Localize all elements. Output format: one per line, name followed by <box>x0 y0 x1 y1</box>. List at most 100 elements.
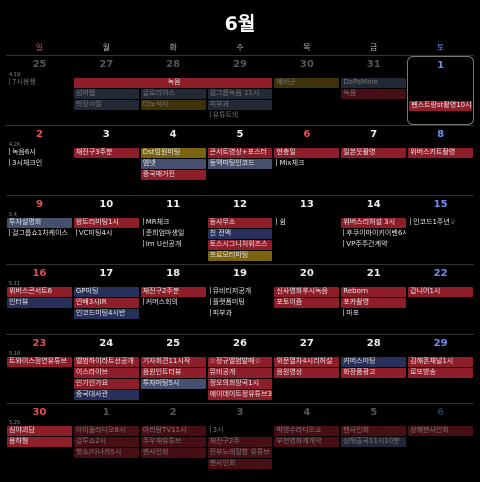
event-chip[interactable]: 글로리어스 <box>140 89 206 99</box>
event-chip[interactable]: 뮤비공개 <box>207 367 273 378</box>
event-chip[interactable]: GP미팅 <box>73 287 139 298</box>
event-chip[interactable]: 3시체크인 <box>7 159 72 169</box>
event-chip[interactable]: 용하형 <box>7 436 72 447</box>
event-chip[interactable]: 녹음 <box>341 89 407 99</box>
calendar-day[interactable]: 19 뮤비티저공개 플랫폼미팅 피부과 <box>207 265 274 333</box>
event-chip[interactable]: 트와이스정연유튜브 <box>7 356 72 367</box>
event-chip[interactable]: 걸그룹녹음 11시 <box>207 89 273 99</box>
event-chip[interactable]: 엠넷 <box>140 159 206 170</box>
calendar-day[interactable]: 2 아리랑TV11시 주우재유튜브 팬사인회 <box>140 404 207 472</box>
event-chip[interactable]: 박명수라디오쇼 <box>274 425 340 436</box>
event-chip[interactable]: 위버스리허설 3시 <box>341 217 407 228</box>
event-chip[interactable]: 프로모터미팅 <box>207 250 273 261</box>
event-chip[interactable]: 걸그룹쇼1차케이스 <box>7 229 72 239</box>
calendar-day[interactable]: 25 4.19 7시용행 <box>6 56 73 125</box>
multi-day-event[interactable]: 녹음 <box>73 78 273 88</box>
event-chip[interactable]: 재진구2주 <box>207 436 273 447</box>
event-chip[interactable]: Dst임원미팅 <box>140 148 206 159</box>
calendar-day[interactable]: 13 쉼 <box>273 196 340 264</box>
calendar-day[interactable]: 1 아이돌라디오8시 걸투쇼2시 핫쇼/다나카5시 <box>73 404 140 472</box>
event-chip[interactable]: 포토이즘 <box>274 298 340 309</box>
event-chip[interactable]: 로또방송 <box>408 367 474 378</box>
event-chip[interactable]: 갑니어1시 <box>408 287 474 298</box>
calendar-day[interactable]: 24 멜범하이라트선공개 이스라이브 인기인가요 중국대사관 <box>73 335 140 403</box>
event-chip[interactable]: Mix체크 <box>274 159 339 169</box>
event-chip[interactable]: 걸투쇼2시 <box>73 436 139 447</box>
event-chip[interactable]: 동맥미팅인코드 <box>207 159 273 170</box>
calendar-day[interactable]: 31 DoPaMine 녹음 <box>340 56 407 125</box>
event-chip[interactable]: 음원영상 <box>274 367 340 378</box>
event-chip[interactable]: VP주주간계약 <box>341 240 406 250</box>
event-chip[interactable]: 팬사인회 <box>140 447 206 458</box>
event-chip[interactable]: 콘서트영상+포스터 <box>207 148 273 159</box>
calendar-day[interactable]: 8 위버스키트촬영 <box>407 126 474 194</box>
calendar-day[interactable]: 23 5.18 트와이스정연유튜브 <box>6 335 73 403</box>
event-chip[interactable]: 일본웃촬영 <box>341 148 407 159</box>
event-chip[interactable]: 위버스콘서트6 <box>7 287 72 298</box>
calendar-day[interactable]: 27 섬머웹 학장시절 <box>73 56 140 125</box>
event-chip[interactable]: 포카촬영 <box>341 298 407 309</box>
event-chip[interactable]: 재진구2주분 <box>140 287 206 298</box>
event-chip[interactable]: 7시용행 <box>7 78 72 88</box>
event-chip[interactable]: 멜범하이라트선공개 <box>73 356 139 367</box>
event-chip[interactable]: 녹음6시 <box>7 148 72 158</box>
event-chip[interactable]: 후쿠이마이키이벤6시 <box>341 229 406 239</box>
event-chip[interactable]: 중국매거진 <box>140 170 206 181</box>
event-chip[interactable]: 인기인가요 <box>73 378 139 389</box>
calendar-day[interactable]: 22 갑니어1시 <box>407 265 474 333</box>
calendar-day[interactable]: 2 4.26 녹음6시 3시체크인 <box>6 126 73 194</box>
event-chip[interactable]: 음원인트터뷰 <box>140 367 206 378</box>
event-chip[interactable]: 플랫폼미팅 <box>208 298 273 308</box>
calendar-day[interactable]: 6 상해팬사인회 <box>407 404 474 472</box>
event-chip[interactable]: Reborn <box>341 287 407 298</box>
event-chip[interactable]: 에이데이트정유튜브3 <box>207 389 273 400</box>
event-chip[interactable]: 3시 <box>208 426 273 436</box>
calendar-day[interactable]: 17 GP미팅 인배3시IR 인코드미팅4시반 <box>73 265 140 333</box>
event-chip[interactable]: 심야괴담 <box>7 425 72 436</box>
calendar-day[interactable]: 9 5.4 투자설명회 걸그룹쇼1차케이스 <box>6 196 73 264</box>
calendar-day[interactable]: 18 재진구2주분 커머스회의 <box>140 265 207 333</box>
calendar-day-today[interactable]: 1 펜스트랑st촬영10시 <box>407 56 475 126</box>
calendar-day[interactable]: 27 위문열차4시리허설 음원영상 <box>273 335 340 403</box>
event-chip[interactable]: 부천영화제개막 <box>274 436 340 447</box>
event-chip[interactable]: 커머스회의 <box>141 298 206 308</box>
event-chip[interactable]: Im U선공개 <box>141 240 206 250</box>
event-chip[interactable]: 중국대사관 <box>73 389 139 400</box>
event-chip[interactable]: 주우재유튜브 <box>140 436 206 447</box>
event-chip[interactable]: 뮤비티저공개 <box>208 287 273 297</box>
event-chip[interactable]: 팬사인회 <box>207 458 273 469</box>
calendar-day[interactable]: 7 일본웃촬영 <box>340 126 407 194</box>
event-chip[interactable]: 학장시절 <box>73 100 139 110</box>
event-chip[interactable]: 기자회견11시작 <box>140 356 206 367</box>
event-chip[interactable]: 왕트리미팅1시 <box>73 217 139 228</box>
event-chip[interactable]: 동사무소 <box>207 217 273 228</box>
event-chip[interactable]: 친 전액 <box>207 228 273 239</box>
event-chip[interactable]: 이스라이브 <box>73 367 139 378</box>
calendar-day[interactable]: 4 Dst임원미팅 엠넷 중국매거진 <box>140 126 207 194</box>
event-chip[interactable]: 인코드미팅4시반 <box>73 309 139 320</box>
event-chip[interactable]: 재진구3주분 <box>73 148 139 159</box>
event-chip[interactable]: 현충일 <box>274 148 340 159</box>
event-chip[interactable]: 김해존채널1시 <box>408 356 474 367</box>
event-chip[interactable]: 상해팬사인회 <box>408 425 474 436</box>
calendar-day[interactable]: 28 글로리어스 더노식사 <box>140 56 207 125</box>
event-chip[interactable]: 준희엄마생일 <box>141 229 206 239</box>
calendar-day[interactable]: 15 인코드1주년♤ <box>407 196 474 264</box>
calendar-day[interactable]: 12 동사무소 친 전액 토스시그니처위즈스 프로모터미팅 <box>207 196 274 264</box>
event-chip[interactable]: 예비군 <box>274 78 340 88</box>
calendar-day[interactable]: 28 커머스미팅 화장품광고 <box>340 335 407 403</box>
calendar-day[interactable]: 20 신사영화후시녹음 포토이즘 <box>273 265 340 333</box>
calendar-day[interactable]: 30 예비군 <box>273 56 340 125</box>
event-chip[interactable]: 토스시그니처위즈스 <box>207 239 273 250</box>
calendar-day[interactable]: 14 위버스리허설 3시 후쿠이마이키이벤6시 VP주주간계약 <box>340 196 407 264</box>
event-chip[interactable]: MR체크 <box>141 218 206 228</box>
event-chip[interactable]: 상해출국11시10분 <box>341 436 407 447</box>
event-chip[interactable]: 아리랑TV11시 <box>140 425 206 436</box>
calendar-day[interactable]: 5 팬사인회 상해출국11시10분 <box>340 404 407 472</box>
event-chip[interactable]: ☆정규앨범발매☆ <box>207 356 273 367</box>
calendar-day[interactable]: 26 ☆정규앨범발매☆ 뮤비공개 정오의희망곡1시 에이데이트정유튜브3 <box>207 335 274 403</box>
calendar-day[interactable]: 3 3시 재진구2주 전부노래잘함 유튜브 팬사인회 <box>207 404 274 472</box>
event-chip[interactable]: 섬머웹 <box>73 89 139 99</box>
event-chip[interactable]: 아이돌라디오8시 <box>73 425 139 436</box>
